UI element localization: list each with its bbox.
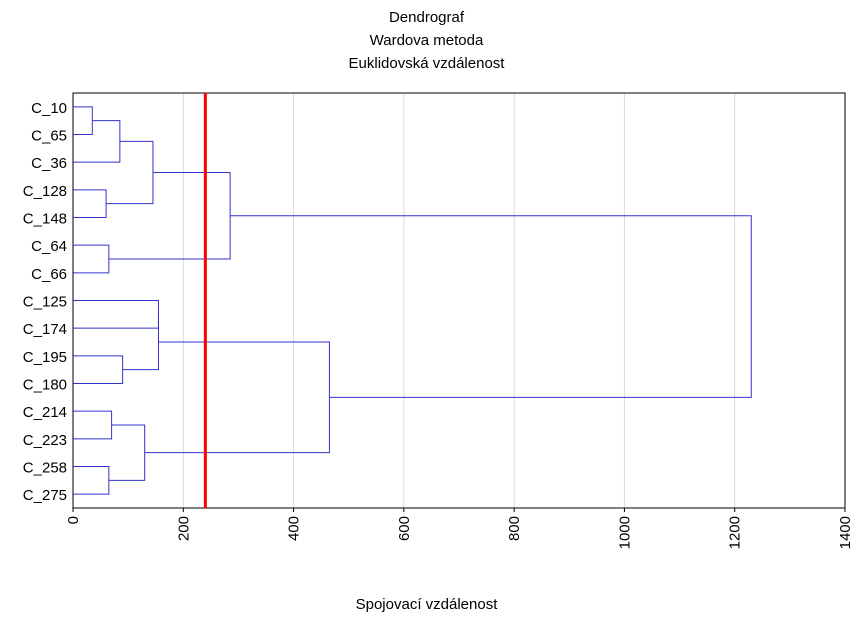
dendrogram-link-e [73,300,159,329]
leaf-label: C_174 [23,321,67,338]
dendrogram-tree [73,106,752,495]
x-tick-label: 1200 [727,516,744,549]
chart-subtitle-method: Wardova metoda [369,32,484,49]
dendrogram-link-root [230,215,752,398]
x-tick-labels: 0 200 400 600 800 1000 1200 1400 [65,508,853,549]
dendrogram-link-g [73,410,113,440]
x-tick-label: 1000 [616,516,633,549]
leaf-label: C_128 [23,183,67,200]
dendrogram-link-b [73,189,107,218]
x-axis-label: Spojovací vzdálenost [355,596,498,613]
leaf-label: C_66 [31,266,67,283]
chart-titles: Dendrograf Wardova metoda Euklidovská vz… [0,6,853,75]
plot-frame [72,92,846,509]
dendrogram-link-i [144,341,330,454]
dendrogram-link-c [73,244,110,274]
leaf-label: C_65 [31,128,67,145]
dendrogram-link-gh [108,424,146,481]
leaf-label: C_275 [23,487,67,504]
dendrogram-link-a1 [73,106,93,135]
leaf-label: C_223 [23,432,67,449]
x-tick-label: 0 [65,516,82,524]
axes [72,92,846,509]
grid-lines [182,93,736,508]
leaf-label: C_36 [31,155,67,172]
x-tick-label: 600 [396,516,413,541]
dendrogram-link-a [73,120,121,163]
dendrogram-link-h [73,466,110,495]
dendrogram-link-f [73,355,124,384]
leaf-label: C_258 [23,460,67,477]
chart-subtitle-distance: Euklidovská vzdálenost [348,55,505,72]
x-tick-label: 1400 [837,516,853,549]
dendrogram-link-ab [106,140,154,205]
dendrogram-link-d [108,172,231,260]
x-tick-label: 200 [175,516,192,541]
x-tick-label: 400 [286,516,303,541]
leaf-label: C_125 [23,294,67,311]
leaf-labels: C_10 C_65 C_36 C_128 C_148 C_64 C_66 C_125 C_174… [23,100,67,504]
leaf-label: C_195 [23,349,67,366]
leaf-label: C_10 [31,100,67,117]
dendrogram-link-ef [122,314,159,371]
chart-title: Dendrograf [388,9,465,26]
leaf-label: C_214 [23,404,67,421]
leaf-label: C_180 [23,377,67,394]
x-tick-label: 800 [506,516,523,541]
leaf-label: C_148 [23,211,67,228]
leaf-label: C_64 [31,238,67,255]
